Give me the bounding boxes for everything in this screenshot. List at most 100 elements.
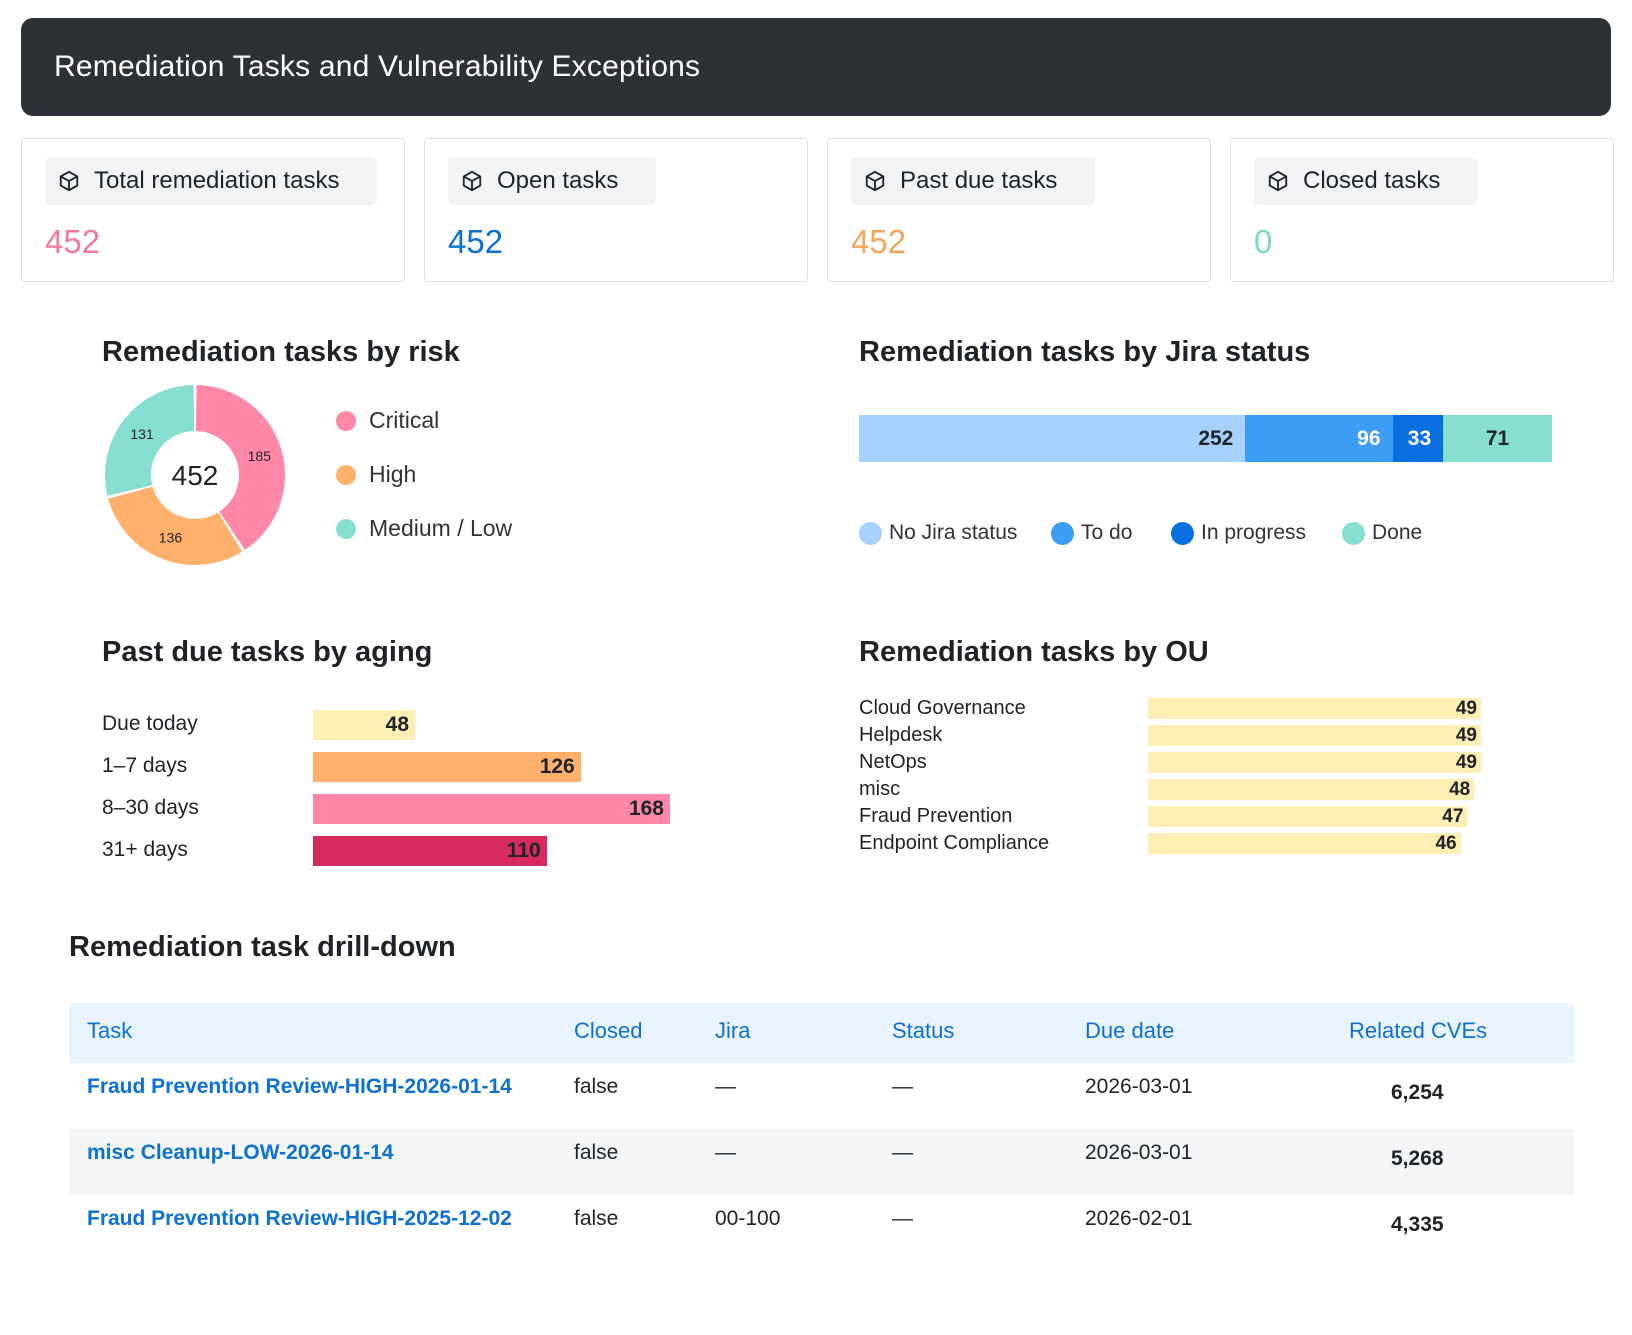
due-date-cell: 2026-03-01: [1085, 1141, 1193, 1164]
ou-bar[interactable]: 48: [1148, 779, 1475, 800]
legend-label: Medium / Low: [369, 515, 513, 541]
ou-bar[interactable]: 49: [1148, 698, 1481, 719]
jira-bar-segment-done[interactable]: 71: [1443, 415, 1552, 462]
jira-cell: 00-100: [715, 1207, 781, 1230]
table-row[interactable]: Fraud Prevention Review-HIGH-2026-01-14 …: [69, 1063, 1574, 1129]
legend-dot-high: [336, 464, 356, 485]
closed-cell: false: [574, 1075, 619, 1098]
table-header: Task Closed Jira Status Due date Related…: [69, 1003, 1574, 1063]
legend-dot-to-do: [1051, 521, 1074, 545]
legend-label: Done: [1372, 521, 1423, 544]
ou-category-label: Fraud Prevention: [859, 805, 1013, 827]
kpi-value: 452: [45, 223, 101, 260]
cube-icon: [865, 170, 885, 192]
kpi-label: Closed tasks: [1303, 167, 1441, 194]
drilldown-title: Remediation task drill-down: [69, 931, 456, 963]
kpi-card-closed[interactable]: Closed tasks 0: [1230, 138, 1614, 282]
kpi-label-box: Closed tasks: [1254, 157, 1479, 205]
ou-bar[interactable]: 46: [1148, 833, 1461, 854]
table-row[interactable]: Fraud Prevention Review-HIGH-2025-12-02 …: [69, 1195, 1574, 1261]
kpi-label-box: Total remediation tasks: [45, 157, 378, 205]
table-row[interactable]: misc Cleanup-LOW-2026-01-14 false — — 20…: [69, 1129, 1574, 1195]
column-header-related-cves[interactable]: Related CVEs: [1349, 1018, 1488, 1043]
kpi-card-total[interactable]: Total remediation tasks 452: [21, 138, 405, 282]
legend-to-do: To do: [1051, 521, 1132, 545]
page-header: Remediation Tasks and Vulnerability Exce…: [21, 18, 1611, 116]
legend-in-progress: In progress: [1171, 521, 1306, 545]
column-header-task[interactable]: Task: [87, 1018, 133, 1043]
risk-chart-title: Remediation tasks by risk: [102, 336, 460, 368]
related-cves-cell: 6,254: [1391, 1081, 1444, 1104]
aging-bar[interactable]: 126: [313, 752, 581, 782]
closed-cell: false: [574, 1207, 619, 1230]
kpi-label: Past due tasks: [900, 167, 1058, 194]
kpi-value: 452: [851, 223, 907, 260]
donut-slice-high[interactable]: [108, 486, 243, 565]
ou-bar[interactable]: 49: [1148, 725, 1481, 746]
ou-category-label: NetOps: [859, 751, 927, 773]
kpi-card-past-due[interactable]: Past due tasks 452: [827, 138, 1211, 282]
kpi-value: 452: [448, 223, 504, 260]
donut-slice-medium-low[interactable]: [104, 385, 195, 496]
cube-icon: [462, 170, 482, 192]
cube-icon: [1268, 170, 1288, 192]
legend-label: Critical: [369, 407, 440, 433]
jira-cell: —: [715, 1075, 736, 1098]
ou-category-label: Endpoint Compliance: [859, 832, 1050, 854]
donut-center-total: 452: [172, 460, 219, 491]
column-header-status[interactable]: Status: [892, 1018, 955, 1043]
task-link[interactable]: Fraud Prevention Review-HIGH-2026-01-14: [87, 1075, 512, 1098]
kpi-label-box: Past due tasks: [851, 157, 1096, 205]
legend-no-jira: No Jira status: [859, 521, 1017, 545]
donut-slice-label: 131: [130, 426, 154, 442]
risk-donut-chart: 185 136 131 452: [104, 385, 285, 565]
status-cell: —: [892, 1141, 913, 1164]
kpi-label: Open tasks: [497, 167, 619, 194]
task-link[interactable]: Fraud Prevention Review-HIGH-2025-12-02: [87, 1207, 512, 1230]
jira-bar-segment-in-progress[interactable]: 33: [1392, 415, 1444, 462]
aging-chart-title: Past due tasks by aging: [102, 636, 433, 668]
page-title: Remediation Tasks and Vulnerability Exce…: [54, 50, 701, 83]
aging-category-label: 1–7 days: [102, 754, 188, 777]
donut-slice-critical[interactable]: [195, 385, 285, 550]
task-link[interactable]: misc Cleanup-LOW-2026-01-14: [87, 1141, 394, 1164]
aging-bar[interactable]: 48: [313, 710, 415, 740]
aging-category-label: 8–30 days: [102, 796, 199, 819]
ou-chart-title: Remediation tasks by OU: [859, 636, 1209, 668]
legend-medium-low: Medium / Low: [336, 515, 512, 542]
closed-cell: false: [574, 1141, 619, 1164]
column-header-jira[interactable]: Jira: [715, 1018, 751, 1043]
legend-critical: Critical: [336, 407, 439, 434]
jira-cell: —: [715, 1141, 736, 1164]
jira-bar-segment-no-jira-status[interactable]: 252: [859, 415, 1246, 462]
jira-chart-title: Remediation tasks by Jira status: [859, 336, 1311, 368]
legend-label: High: [369, 461, 417, 487]
ou-bar[interactable]: 49: [1148, 752, 1481, 773]
aging-bar[interactable]: 168: [313, 794, 670, 824]
ou-category-label: Cloud Governance: [859, 697, 1026, 719]
jira-stacked-bar: 252 96 33 71: [859, 415, 1552, 462]
related-cves-cell: 5,268: [1391, 1147, 1444, 1170]
ou-bar[interactable]: 47: [1148, 806, 1468, 827]
kpi-label-box: Open tasks: [448, 157, 657, 205]
legend-dot-in-progress: [1171, 521, 1194, 545]
aging-category-label: 31+ days: [102, 838, 188, 861]
legend-label: In progress: [1201, 521, 1307, 544]
legend-high: High: [336, 461, 416, 488]
jira-bar-segment-to-do[interactable]: 96: [1245, 415, 1393, 462]
legend-done: Done: [1342, 521, 1422, 545]
donut-slice-label: 185: [248, 448, 272, 464]
legend-dot-medium-low: [336, 518, 356, 539]
aging-bar[interactable]: 110: [313, 836, 547, 866]
kpi-value: 0: [1254, 223, 1273, 260]
column-header-closed[interactable]: Closed: [574, 1018, 643, 1043]
kpi-label: Total remediation tasks: [94, 167, 340, 194]
drilldown-table: Task Closed Jira Status Due date Related…: [69, 1003, 1574, 1261]
cube-icon: [59, 170, 79, 192]
legend-dot-done: [1342, 521, 1365, 545]
related-cves-cell: 4,335: [1391, 1213, 1444, 1236]
column-header-due-date[interactable]: Due date: [1085, 1018, 1175, 1043]
kpi-card-open[interactable]: Open tasks 452: [424, 138, 808, 282]
legend-label: To do: [1081, 521, 1133, 544]
due-date-cell: 2026-03-01: [1085, 1075, 1193, 1098]
